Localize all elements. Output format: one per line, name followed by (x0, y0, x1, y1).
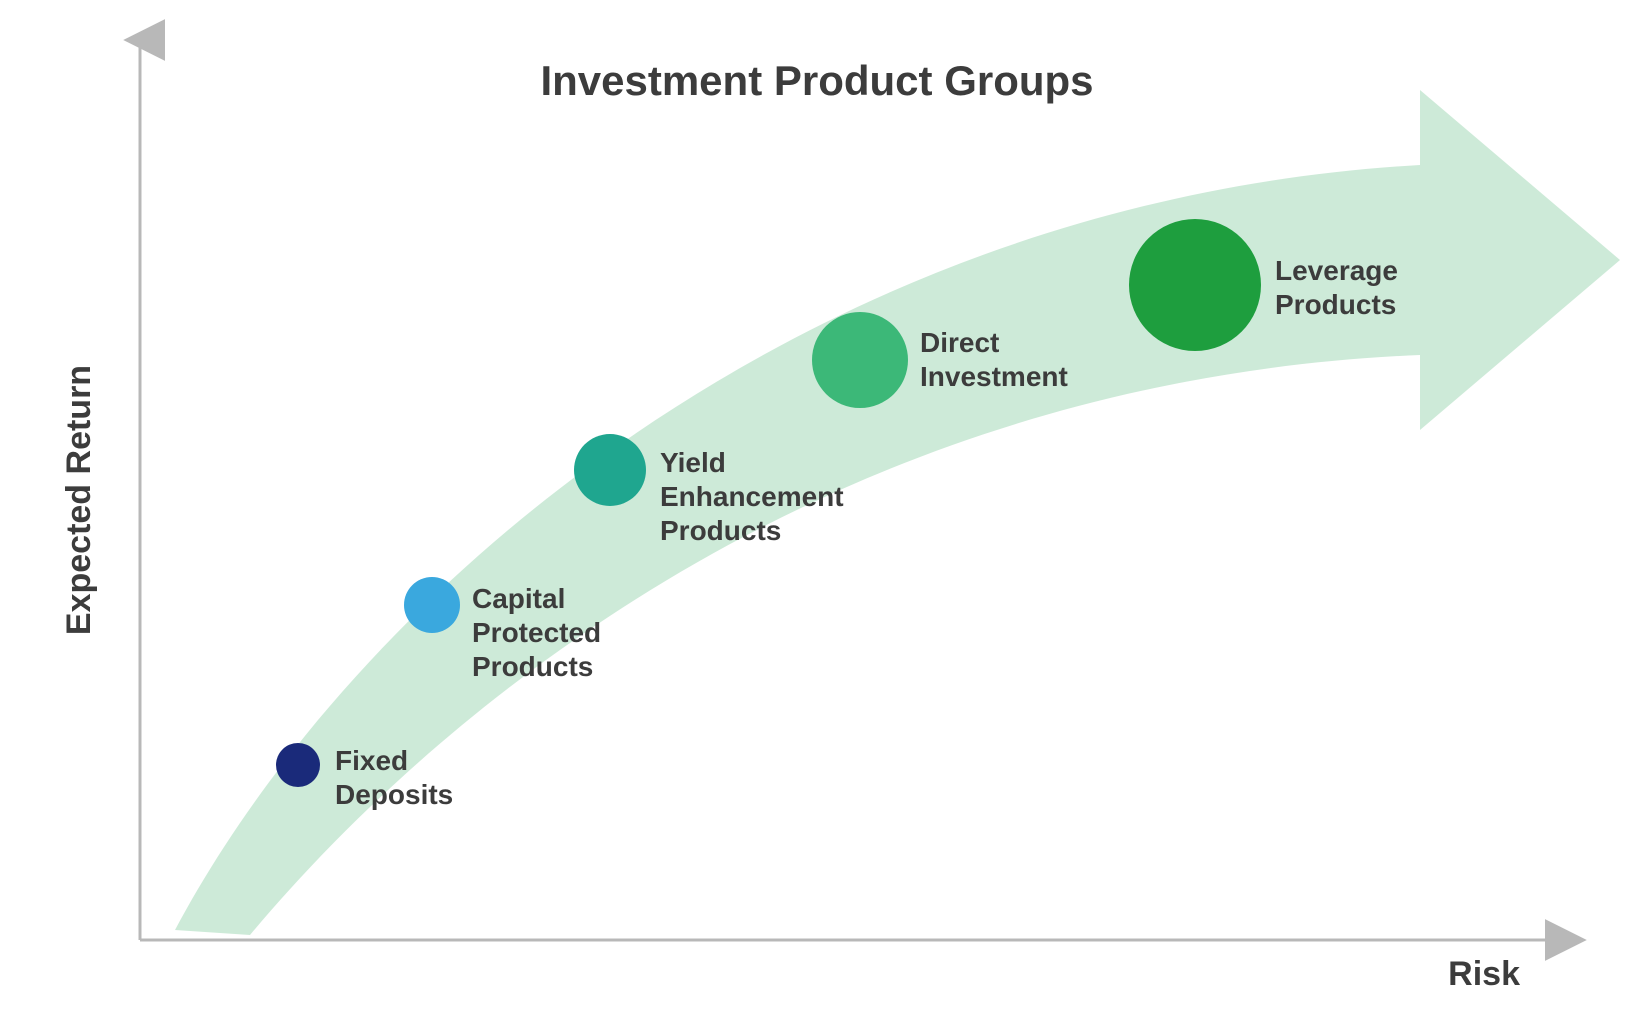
risk-return-chart: Investment Product Groups Risk Expected Re… (0, 0, 1634, 1020)
product-label-line: Leverage (1275, 255, 1398, 286)
product-bubble-capital-protected (404, 577, 460, 633)
product-bubble-fixed-deposits (276, 743, 320, 787)
product-bubble-leverage-products (1129, 219, 1261, 351)
product-label-line: Direct (920, 327, 999, 358)
product-bubble-direct-investment (812, 312, 908, 408)
product-bubble-yield-enhancement (574, 434, 646, 506)
product-label-line: Protected (472, 617, 601, 648)
x-axis-label: Risk (1448, 955, 1520, 993)
y-axis-label: Expected Return (60, 365, 98, 635)
product-label-line: Fixed (335, 745, 408, 776)
chart-title: Investment Product Groups (540, 57, 1093, 104)
product-label-line: Investment (920, 361, 1068, 392)
product-label-line: Products (472, 651, 593, 682)
product-label-line: Enhancement (660, 481, 844, 512)
product-label-line: Products (660, 515, 781, 546)
product-label-line: Products (1275, 289, 1396, 320)
product-label-line: Yield (660, 447, 726, 478)
product-label-line: Deposits (335, 779, 453, 810)
product-label-line: Capital (472, 583, 565, 614)
